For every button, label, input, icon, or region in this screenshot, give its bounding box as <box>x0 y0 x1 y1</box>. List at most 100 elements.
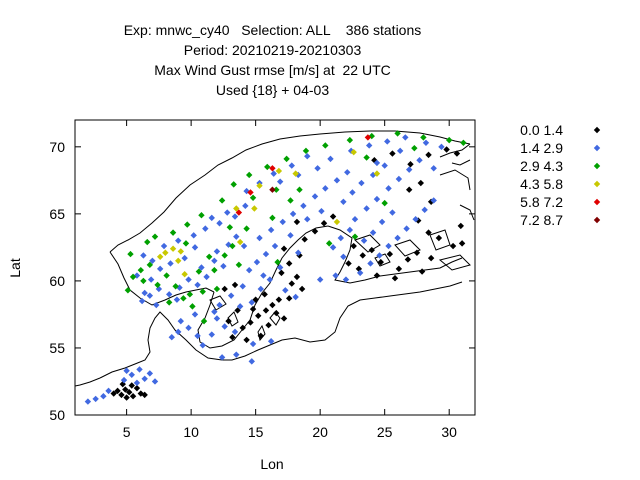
data-point <box>233 205 240 212</box>
data-point <box>198 264 205 271</box>
data-point <box>177 317 185 325</box>
data-point <box>283 155 290 163</box>
data-point <box>165 299 173 306</box>
data-point <box>167 260 174 267</box>
data-point <box>405 166 413 173</box>
data-point <box>261 291 268 298</box>
data-point <box>185 324 192 332</box>
data-point <box>443 146 450 153</box>
data-point <box>249 194 257 201</box>
data-point <box>314 165 321 172</box>
data-point <box>296 186 303 193</box>
data-point <box>266 276 274 283</box>
data-point <box>133 272 141 279</box>
data-point <box>92 395 99 403</box>
data-point <box>163 272 170 279</box>
x-tick-label: 30 <box>441 424 457 440</box>
y-axis: 50 55 60 65 70 <box>49 139 475 423</box>
data-point <box>194 281 201 289</box>
data-point <box>221 323 228 330</box>
data-point <box>199 342 206 349</box>
data-point <box>311 193 319 200</box>
title-line-1: Exp: mnwc_cy40 Selection: ALL 386 statio… <box>123 22 422 38</box>
data-point <box>256 182 263 189</box>
data-point <box>231 213 239 220</box>
data-point <box>389 150 396 157</box>
data-point <box>359 252 366 259</box>
x-tick-label: 20 <box>312 424 328 440</box>
data-point <box>151 233 159 240</box>
data-point <box>368 132 375 140</box>
data-point <box>287 232 294 239</box>
data-point <box>345 260 352 267</box>
data-point <box>373 272 381 279</box>
data-point <box>169 245 177 252</box>
data-point <box>100 393 107 400</box>
data-point <box>325 240 333 247</box>
data-point <box>248 358 255 365</box>
data-point <box>340 198 347 205</box>
legend-label: 1.4 2.9 <box>520 140 563 156</box>
data-point <box>269 186 276 193</box>
data-point <box>376 252 383 259</box>
data-point <box>288 162 295 169</box>
data-point <box>425 229 432 236</box>
data-point <box>438 143 445 151</box>
data-point <box>203 273 210 281</box>
data-point <box>252 296 259 303</box>
data-point <box>144 238 151 246</box>
data-point <box>405 186 413 193</box>
data-point <box>367 260 374 267</box>
x-tick-label: 10 <box>183 424 199 440</box>
data-point <box>322 142 329 149</box>
data-point <box>127 250 134 258</box>
data-point <box>384 138 391 145</box>
data-point <box>114 387 121 395</box>
data-point <box>422 139 430 146</box>
data-point <box>360 237 368 244</box>
data-point <box>394 130 401 137</box>
data-point <box>141 289 148 297</box>
data-point <box>316 276 324 283</box>
title-line-4: Used {18} + 04-03 <box>215 82 330 98</box>
data-point <box>245 266 253 274</box>
data-point <box>389 209 396 216</box>
data-point <box>407 161 414 168</box>
y-tick-label: 70 <box>49 139 65 155</box>
data-point <box>205 253 213 260</box>
data-point <box>84 398 92 405</box>
data-point <box>124 287 132 294</box>
data-point <box>413 249 421 256</box>
data-point <box>249 340 257 348</box>
data-point <box>160 242 168 250</box>
data-point <box>275 167 283 175</box>
data-point <box>175 237 182 244</box>
y-axis-label: Lat <box>7 258 23 278</box>
data-point <box>186 291 194 298</box>
data-point <box>391 275 399 282</box>
data-point <box>262 307 270 314</box>
data-point <box>267 226 275 234</box>
data-point <box>240 242 248 250</box>
data-point <box>234 307 241 314</box>
data-point <box>278 269 285 277</box>
data-point <box>269 165 276 172</box>
data-point <box>460 139 467 146</box>
data-point <box>356 269 364 277</box>
data-point <box>141 391 148 399</box>
data-point <box>329 244 337 251</box>
data-point <box>189 303 196 310</box>
data-point <box>285 295 293 302</box>
data-point <box>218 354 226 361</box>
data-point <box>403 225 410 232</box>
x-tick-label: 15 <box>248 424 264 440</box>
data-point <box>365 142 373 149</box>
data-point <box>146 292 154 299</box>
title-line-3: Max Wind Gust rmse [m/s] at 22 UTC <box>154 62 391 78</box>
data-point <box>233 233 240 240</box>
data-point <box>288 280 295 287</box>
data-point <box>133 384 141 392</box>
data-point <box>269 214 276 222</box>
data-point <box>417 179 425 187</box>
data-point <box>449 242 457 250</box>
